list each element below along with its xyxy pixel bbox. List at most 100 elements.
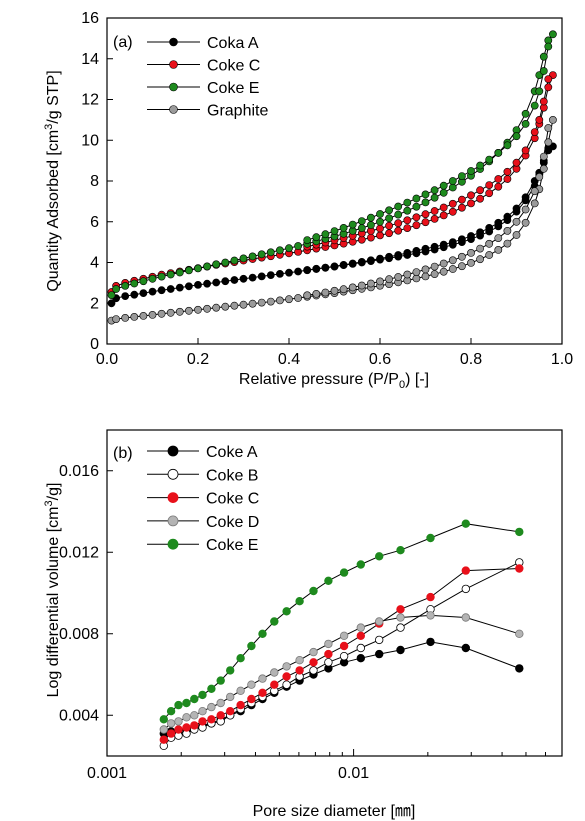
series-coke-e-point (166, 707, 176, 716)
series-coke-d-point (216, 698, 225, 708)
series-coka-a-point (321, 263, 330, 272)
series-coke-d-point (282, 662, 291, 671)
series-coke-e-point (324, 576, 333, 585)
y-tick-label: 6 (90, 214, 99, 231)
series-coke-c-point (396, 605, 405, 614)
series-coke-e-point (403, 206, 412, 215)
series-coka-a-point (376, 254, 384, 263)
series-graphite-point (439, 259, 448, 268)
series-coka-a-point (285, 268, 293, 277)
series-coke-e-point (394, 202, 403, 211)
series-coke-c-point (439, 203, 448, 212)
series-coke-c (159, 564, 524, 744)
series-coke-e-point (225, 666, 235, 675)
series-coka-a-point (275, 269, 284, 278)
series-graphite-point (430, 270, 439, 278)
panel-b-x-ticks: 0.001 0.01 (87, 749, 563, 782)
series-coke-e-point (175, 268, 184, 277)
series-graphite-point (321, 288, 330, 297)
series-coka-a-point (421, 244, 430, 253)
series-graphite-point (330, 286, 339, 295)
legend-item-graphite: Graphite (147, 103, 268, 120)
series-coka-a-point (130, 290, 139, 299)
series-coke-c-point (521, 146, 530, 155)
series-coke-c-point (476, 186, 484, 195)
series-graphite-point (357, 281, 366, 290)
series-graphite-point (184, 306, 193, 315)
series-coke-e-point (412, 202, 421, 211)
series-coke-c-point (448, 207, 457, 216)
panel-a-series-layer (107, 30, 557, 325)
panel-b-y-ticks: 0.004 0.008 0.012 0.016 (59, 463, 113, 724)
series-graphite-point (521, 218, 530, 227)
series-coke-b-point (282, 680, 291, 689)
series-coke-e-point (494, 148, 503, 157)
series-coke-c-point (426, 592, 435, 602)
series-coke-c-point (207, 715, 216, 724)
series-coke-e-point (282, 607, 291, 616)
series-coke-e-point (430, 193, 439, 202)
series-coke-c-point (467, 199, 475, 208)
series-coke-e-point (236, 654, 245, 663)
series-coke-d-point (396, 613, 405, 622)
series-coka-a-point (357, 257, 366, 266)
series-coka-a-point (194, 280, 202, 289)
series-coka-a-point (266, 271, 275, 279)
series-coke-e-point (309, 586, 318, 596)
series-graphite-point (457, 252, 466, 261)
series-coke-c-point (544, 75, 553, 83)
series-coke-e-point (485, 155, 494, 164)
series-coke-e-point (148, 274, 157, 283)
series-coke-c-point (394, 226, 403, 235)
series-coke-e-point (549, 30, 557, 39)
legend-marker (169, 60, 178, 69)
series-graphite-point (139, 311, 148, 320)
series-graphite-point (312, 289, 321, 298)
series-coka-a-point (184, 282, 193, 291)
series-coke-e-point (270, 617, 279, 626)
y-tick-label: 0.012 (59, 544, 99, 561)
series-graphite-point (112, 315, 120, 323)
series-coke-b-point (309, 666, 318, 675)
series-graphite-point (503, 239, 512, 248)
series-coke-c-point (324, 649, 333, 659)
legend-marker (167, 538, 179, 550)
series-coke-e-point (457, 172, 466, 180)
series-coke-a-point (461, 643, 470, 653)
series-coke-d-point (356, 623, 365, 632)
series-coke-e-point (461, 519, 470, 528)
series-coka-a-point (494, 218, 503, 227)
series-coke-d-point (375, 617, 384, 626)
series-coke-c-point (530, 128, 539, 136)
series-coke-c-point (174, 725, 183, 734)
series-graphite-point (403, 270, 412, 279)
series-coke-e-point (239, 254, 248, 263)
legend-item-coke-c: Coke C (147, 491, 259, 508)
series-coke-c-point (376, 224, 384, 233)
legend-label: Coke C (207, 58, 260, 75)
series-coke-c-point (403, 224, 412, 232)
series-coke-c-point (485, 189, 494, 198)
x-tick-label: 0.8 (460, 351, 482, 368)
series-coke-c-point (236, 700, 245, 710)
series-coke-b-point (375, 635, 384, 645)
series-graphite-point (503, 226, 512, 235)
series-coke-e-point (385, 206, 393, 215)
series-coke-b-point (396, 623, 405, 632)
series-coke-c-line-adsorption (111, 74, 554, 293)
y-tick-label: 0 (90, 336, 99, 353)
series-graphite-point (521, 205, 530, 214)
series-coke-e-point (421, 198, 430, 207)
series-coke-e-point (275, 246, 284, 255)
series-coke-e-point (544, 42, 553, 51)
series-coke-e-point (212, 260, 221, 269)
series-coka-a-point (366, 256, 375, 265)
series-coka-a-point (157, 286, 166, 295)
y-tick-label: 14 (81, 51, 99, 68)
panel-b-series-layer (159, 519, 524, 750)
series-coke-d-point (324, 639, 333, 649)
series-graphite-point (394, 273, 403, 281)
series-coke-c-point (198, 717, 207, 726)
series-coke-d-point (309, 647, 318, 657)
series-coke-e-point (248, 252, 257, 261)
